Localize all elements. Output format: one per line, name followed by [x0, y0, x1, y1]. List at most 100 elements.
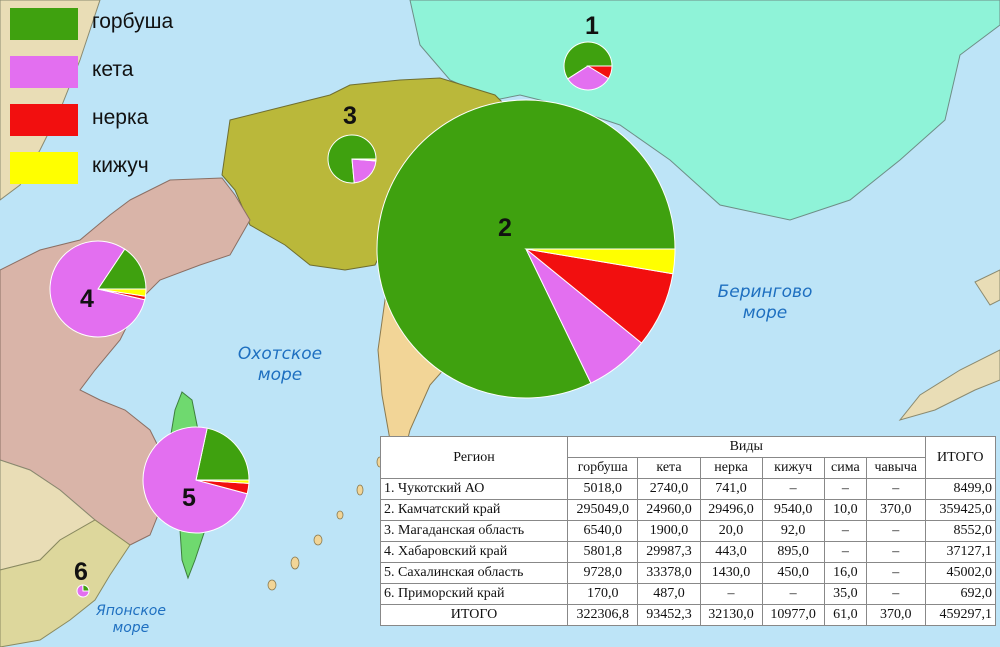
legend-label-keta: кета	[92, 58, 134, 81]
table-cell: –	[761, 583, 825, 605]
pie-slice-gorbusha-region-5	[195, 427, 250, 481]
pie-slice-nerka-region-1	[586, 65, 613, 80]
pie-slice-kizhuch-region-2	[525, 248, 676, 275]
table-cell: –	[823, 478, 867, 500]
sea-label-japan-line1: Японское	[96, 603, 166, 619]
table-cell: –	[823, 520, 867, 542]
legend-item-nerka: нерка	[8, 102, 218, 138]
table-row: 1. Чукотский АО 5018,0 2740,0 741,0 – – …	[380, 478, 997, 500]
sea-label-japan-line2: море	[112, 620, 150, 636]
pie-region-6	[76, 584, 90, 598]
table-row: 5. Сахалинская область 9728,0 33378,0 14…	[380, 562, 997, 584]
region-number-2: 2	[498, 214, 512, 242]
table-cell: 9728,0	[566, 562, 639, 584]
pie-slice-kizhuch-region-4	[97, 288, 147, 297]
legend-item-keta: кета	[8, 54, 218, 90]
table-subheader-row: горбуша кета нерка кижуч сима чавыча	[381, 457, 996, 479]
table-cell-region: 5. Сахалинская область	[380, 562, 568, 584]
table-cell: –	[865, 520, 926, 542]
legend-label-nerka: нерка	[92, 106, 149, 129]
table-cell: –	[865, 478, 926, 500]
table-header-region: Регион	[380, 436, 568, 479]
legend-item-gorbusha: горбуша	[8, 6, 218, 42]
table-header-species-cell: сима	[823, 457, 867, 479]
table-row: 6. Приморский край 170,0 487,0 – – 35,0 …	[380, 583, 997, 605]
table-header-species-cell: чавыча	[865, 457, 926, 479]
table-cell-region: 1. Чукотский АО	[380, 478, 568, 500]
pie-slice-gorbusha-region-4	[97, 248, 147, 290]
table-header-species-cell: кета	[637, 457, 701, 479]
table-cell: 24960,0	[637, 499, 701, 521]
table-cell: 322306,8	[566, 604, 639, 626]
pie-slice-keta-region-5	[142, 426, 248, 534]
table-cell: 93452,3	[637, 604, 701, 626]
pie-slice-keta-region-4	[49, 240, 146, 338]
table-row: 2. Камчатский край 295049,0 24960,0 2949…	[380, 499, 997, 521]
table-cell: –	[865, 541, 926, 563]
sea-label-japan: Японское море	[86, 603, 176, 637]
table-cell: 443,0	[699, 541, 763, 563]
table-cell: 61,0	[823, 604, 867, 626]
legend-item-kizhuch: кижуч	[8, 150, 218, 186]
table-cell: 741,0	[699, 478, 763, 500]
table-cell: 10,0	[823, 499, 867, 521]
table-cell-total: 45002,0	[924, 562, 997, 584]
legend-swatch-keta	[10, 56, 78, 88]
table-cell: 5801,8	[566, 541, 639, 563]
table-cell: –	[699, 583, 763, 605]
legend-swatch-gorbusha	[10, 8, 78, 40]
catch-table: Регион Виды ИТОГО горбуша кета нерка киж…	[380, 436, 997, 626]
table-cell: 35,0	[823, 583, 867, 605]
table-cell: 2740,0	[637, 478, 701, 500]
pie-slice-keta-region-3	[351, 158, 377, 184]
sea-label-okhotsk: Охотское море	[220, 344, 340, 386]
table-header-species: Виды	[567, 436, 926, 458]
table-cell: 295049,0	[566, 499, 639, 521]
table-cell: 9540,0	[761, 499, 825, 521]
table-cell: 92,0	[761, 520, 825, 542]
table-row: 3. Магаданская область 6540,0 1900,0 20,…	[380, 520, 997, 542]
table-cell: 5018,0	[566, 478, 639, 500]
table-cell-total: 359425,0	[924, 499, 997, 521]
table-cell: 29987,3	[637, 541, 701, 563]
table-cell: –	[823, 541, 867, 563]
table-header-species-cell: горбуша	[566, 457, 639, 479]
table-header-row: Регион Виды ИТОГО	[380, 436, 997, 479]
sea-label-bering-line1: Берингово	[717, 282, 813, 302]
pie-slice-kizhuch-region-5	[195, 479, 250, 484]
region-alaska	[898, 269, 1000, 421]
pie-region-2	[376, 99, 676, 399]
table-header-total: ИТОГО	[924, 436, 997, 479]
table-cell: 10977,0	[761, 604, 825, 626]
table-cell: 29496,0	[699, 499, 763, 521]
table-cell: 895,0	[761, 541, 825, 563]
table-cell: 1430,0	[699, 562, 763, 584]
pie-charts	[49, 41, 676, 598]
legend-label-gorbusha: горбуша	[92, 10, 174, 33]
sea-label-okhotsk-line2: море	[257, 365, 303, 385]
sea-label-bering: Берингово море	[705, 282, 825, 324]
table-cell: –	[865, 562, 926, 584]
pie-slice-kizhuch-region-3	[351, 158, 377, 162]
table-header-species-cell: кижуч	[761, 457, 825, 479]
table-cell: –	[761, 478, 825, 500]
table-cell: 20,0	[699, 520, 763, 542]
sea-label-bering-line2: море	[742, 303, 788, 323]
table-cell-total: 692,0	[924, 583, 997, 605]
table-cell-total-label: ИТОГО	[380, 604, 568, 626]
table-cell: 450,0	[761, 562, 825, 584]
table-cell: 487,0	[637, 583, 701, 605]
table-row: 4. Хабаровский край 5801,8 29987,3 443,0…	[380, 541, 997, 563]
table-cell: 370,0	[865, 499, 926, 521]
legend-label-kizhuch: кижуч	[92, 154, 149, 177]
legend-swatch-nerka	[10, 104, 78, 136]
table-cell-total: 459297,1	[924, 604, 997, 626]
pie-slice-keta-region-6	[76, 584, 90, 598]
region-number-5: 5	[182, 484, 196, 512]
table-cell-total: 8499,0	[924, 478, 997, 500]
legend-swatch-kizhuch	[10, 152, 78, 184]
table-cell-region: 4. Хабаровский край	[380, 541, 568, 563]
pie-slice-gorbusha-region-1	[563, 41, 613, 80]
table-cell-total: 37127,1	[924, 541, 997, 563]
table-cell-region: 3. Магаданская область	[380, 520, 568, 542]
